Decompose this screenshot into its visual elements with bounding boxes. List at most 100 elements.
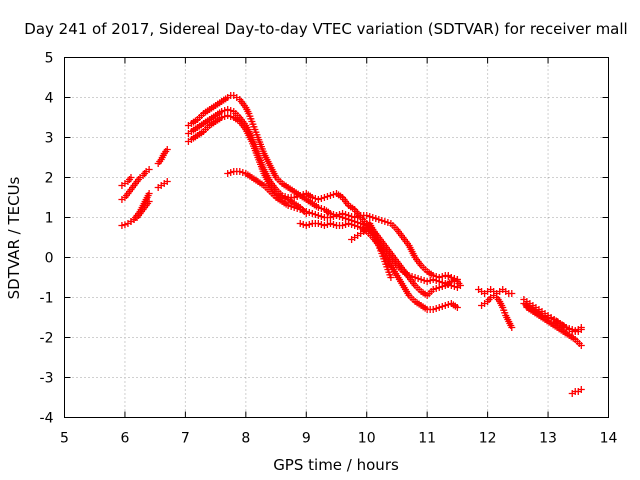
series-track-l: [348, 220, 395, 281]
data-point: [163, 146, 171, 153]
y-tick-labels: -4 -3 -2 -1 0 1 2 3 4 5: [40, 51, 54, 427]
x-tick-label: 9: [302, 431, 311, 447]
data-point: [351, 222, 359, 229]
data-point: [348, 213, 356, 220]
series-track-i: [184, 112, 310, 217]
data-point: [302, 208, 310, 215]
data-point: [326, 220, 334, 227]
data-point: [224, 112, 232, 119]
series-track-r: [523, 304, 585, 349]
data-point: [417, 276, 425, 283]
x-tick-label: 7: [181, 431, 190, 447]
data-point: [311, 211, 319, 218]
data-point: [236, 168, 244, 175]
data-point: [339, 222, 347, 229]
y-tick-label: -3: [40, 371, 54, 387]
data-point: [438, 303, 446, 310]
y-tick-label: -2: [40, 331, 54, 347]
data-point: [305, 209, 313, 216]
data-point: [127, 174, 135, 181]
x-tick-label: 13: [539, 431, 557, 447]
data-point: [221, 107, 229, 114]
data-point: [296, 220, 304, 227]
data-point: [441, 302, 449, 309]
data-point: [411, 274, 419, 281]
data-point: [438, 283, 446, 290]
data-point: [568, 326, 576, 333]
x-tick-label: 6: [120, 431, 129, 447]
data-point: [423, 278, 431, 285]
data-point: [287, 203, 295, 210]
data-point: [432, 285, 440, 292]
data-point: [326, 214, 334, 221]
y-tick-label: 5: [45, 51, 54, 67]
data-point: [375, 216, 383, 223]
data-point: [121, 221, 129, 229]
x-tick-label: 11: [418, 431, 436, 447]
series-track-d: [127, 198, 153, 225]
data-point: [378, 217, 386, 224]
data-point: [296, 206, 304, 213]
data-point: [308, 194, 316, 201]
data-point: [571, 327, 579, 334]
data-point: [224, 170, 232, 177]
data-point: [314, 204, 322, 211]
data-point: [577, 326, 585, 333]
y-tick-label: 1: [45, 211, 54, 227]
series-track-h: [184, 106, 461, 299]
data-point: [426, 277, 434, 284]
data-point: [320, 194, 328, 201]
data-point: [577, 342, 585, 349]
data-point: [218, 114, 226, 121]
data-point: [342, 221, 350, 228]
y-tick-label: 3: [45, 131, 54, 147]
data-marks: [118, 92, 585, 397]
data-point: [317, 195, 325, 202]
x-tick-label: 5: [60, 431, 69, 447]
data-point: [305, 221, 313, 228]
y-tick-label: -4: [40, 411, 54, 427]
series-track-m: [444, 272, 464, 289]
axis-ticks: [64, 57, 609, 418]
data-point: [366, 213, 374, 220]
data-point: [311, 195, 319, 202]
y-tick-label: 0: [45, 251, 54, 267]
data-point: [299, 221, 307, 228]
x-axis-label: GPS time / hours: [273, 456, 399, 474]
data-point: [118, 222, 126, 229]
data-point: [302, 222, 310, 229]
data-point: [317, 205, 325, 212]
data-point: [323, 193, 331, 200]
data-point: [351, 214, 359, 221]
data-point: [317, 221, 325, 228]
data-point: [360, 221, 368, 228]
data-point: [308, 210, 316, 217]
data-point: [429, 306, 437, 313]
data-point: [387, 274, 395, 281]
data-point: [224, 106, 232, 113]
data-point: [577, 386, 585, 393]
data-point: [290, 204, 298, 211]
data-point: [281, 195, 289, 202]
data-point: [339, 210, 347, 217]
series-track-f: [154, 178, 171, 191]
series-track-e: [154, 146, 171, 167]
data-point: [432, 273, 440, 280]
data-point: [314, 196, 322, 203]
data-point: [314, 212, 322, 219]
data-point: [239, 169, 247, 176]
data-point: [429, 286, 437, 293]
data-point: [293, 205, 301, 212]
data-point: [435, 304, 443, 311]
x-tick-label: 12: [479, 431, 497, 447]
data-point: [336, 211, 344, 218]
x-tick-label: 14: [600, 431, 618, 447]
data-point: [227, 113, 235, 120]
data-point: [414, 275, 422, 282]
x-tick-labels: 5 6 7 8 9 10 11 12 13 14: [60, 431, 617, 447]
series-track-a: [118, 166, 153, 203]
data-point: [450, 283, 458, 290]
data-point: [145, 198, 153, 205]
data-point: [348, 221, 356, 228]
